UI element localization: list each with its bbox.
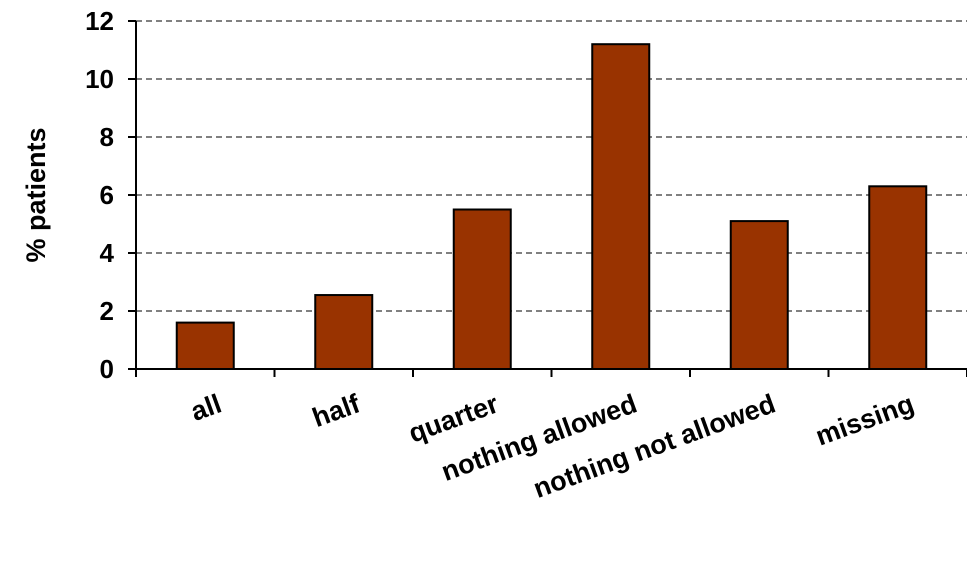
bar <box>175 321 235 371</box>
y-tick-label: 12 <box>85 6 114 36</box>
bar <box>314 294 374 370</box>
axes <box>128 20 967 377</box>
bar <box>591 43 651 370</box>
x-tick-label: all <box>187 388 225 426</box>
x-tick-label: missing <box>812 388 918 451</box>
y-axis-title: % patients <box>21 127 51 262</box>
x-tick-label: nothing not allowed <box>529 388 779 503</box>
y-tick-label: 0 <box>100 354 114 384</box>
gridlines <box>136 20 967 312</box>
y-tick-label: 10 <box>85 64 114 94</box>
y-tick-label: 4 <box>100 238 115 268</box>
bar <box>868 185 928 370</box>
y-tick-label: 2 <box>100 296 114 326</box>
y-tick-label: 8 <box>100 122 114 152</box>
y-tick-labels: 0 2 4 6 8 10 12 <box>85 6 114 384</box>
bar <box>729 220 789 370</box>
bar <box>452 208 512 370</box>
x-tick-label: half <box>308 388 364 433</box>
y-tick-label: 6 <box>100 180 114 210</box>
bars <box>175 43 928 371</box>
